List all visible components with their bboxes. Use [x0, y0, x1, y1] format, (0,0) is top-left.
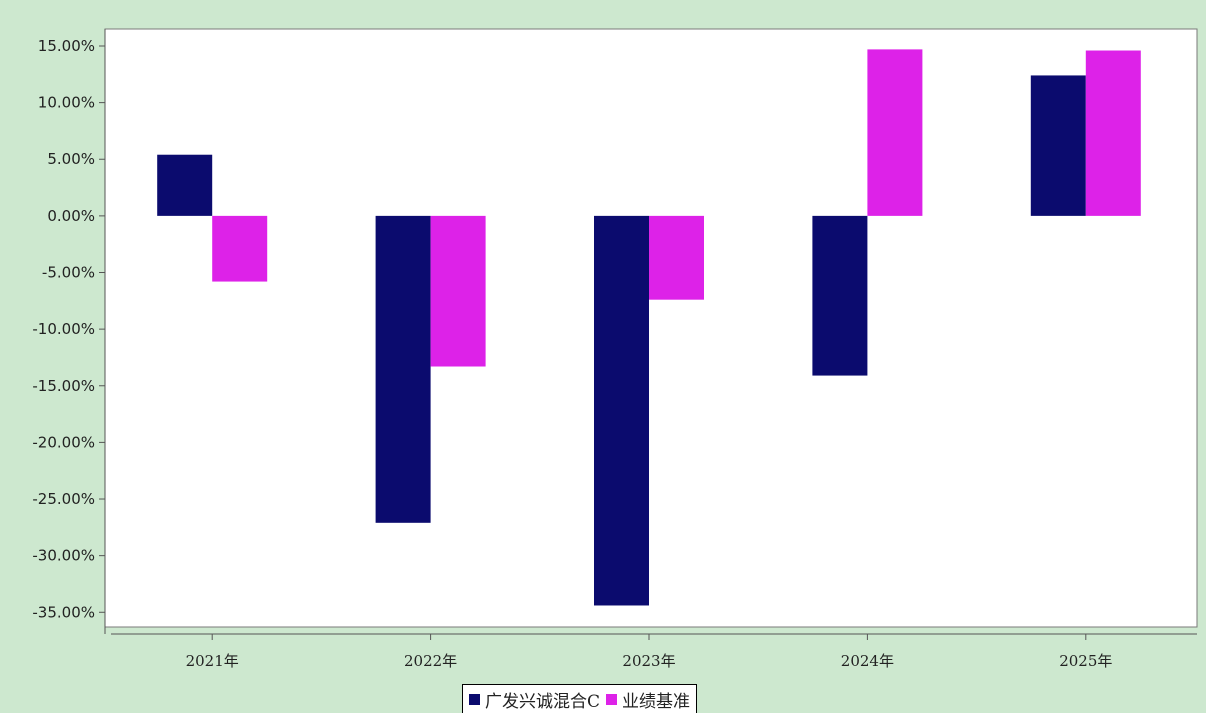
legend-item-benchmark: 业绩基准 — [606, 687, 690, 712]
plot-background — [104, 28, 1198, 628]
bar-fund — [1030, 75, 1086, 216]
y-tick-label: 15.00% — [38, 37, 95, 55]
legend-swatch-benchmark — [606, 693, 618, 705]
legend-swatch-fund — [469, 693, 480, 705]
y-tick-label: -20.00% — [32, 433, 95, 451]
bar-benchmark — [867, 49, 923, 216]
bar-benchmark — [430, 215, 486, 367]
bar-benchmark — [212, 215, 268, 282]
y-tick-label: -15.00% — [32, 377, 95, 395]
y-tick-label: -10.00% — [32, 320, 95, 338]
x-tick-label: 2023年 — [622, 652, 675, 670]
y-tick-label: 0.00% — [47, 207, 95, 225]
bar-fund — [375, 215, 431, 523]
x-tick-label: 2025年 — [1059, 652, 1112, 670]
legend-label-fund: 广发兴诚混合C — [485, 691, 601, 712]
y-tick-label: -25.00% — [32, 490, 95, 508]
legend-item-fund: 广发兴诚混合C — [469, 687, 600, 712]
bar-benchmark — [1085, 50, 1141, 216]
bar-fund — [594, 215, 649, 606]
y-tick-label: -35.00% — [32, 603, 95, 621]
bar-benchmark — [649, 215, 704, 300]
bar-fund — [812, 215, 868, 376]
plot-area: 15.00% 10.00% 5.00% 0.00% -5.00% -10.00% -15.0… — [32, 28, 1198, 670]
y-tick-label: -30.00% — [32, 547, 95, 565]
legend-label-benchmark: 业绩基准 — [622, 691, 691, 712]
x-tick-label: 2024年 — [841, 652, 894, 670]
y-tick-label: 5.00% — [47, 150, 95, 168]
bar-fund — [157, 154, 213, 216]
y-tick-label: -5.00% — [42, 264, 95, 282]
y-tick-label: 10.00% — [38, 94, 95, 112]
x-tick-label: 2022年 — [404, 652, 457, 670]
legend: 广发兴诚混合C 业绩基准 — [462, 684, 698, 713]
x-tick-label: 2021年 — [186, 652, 239, 670]
